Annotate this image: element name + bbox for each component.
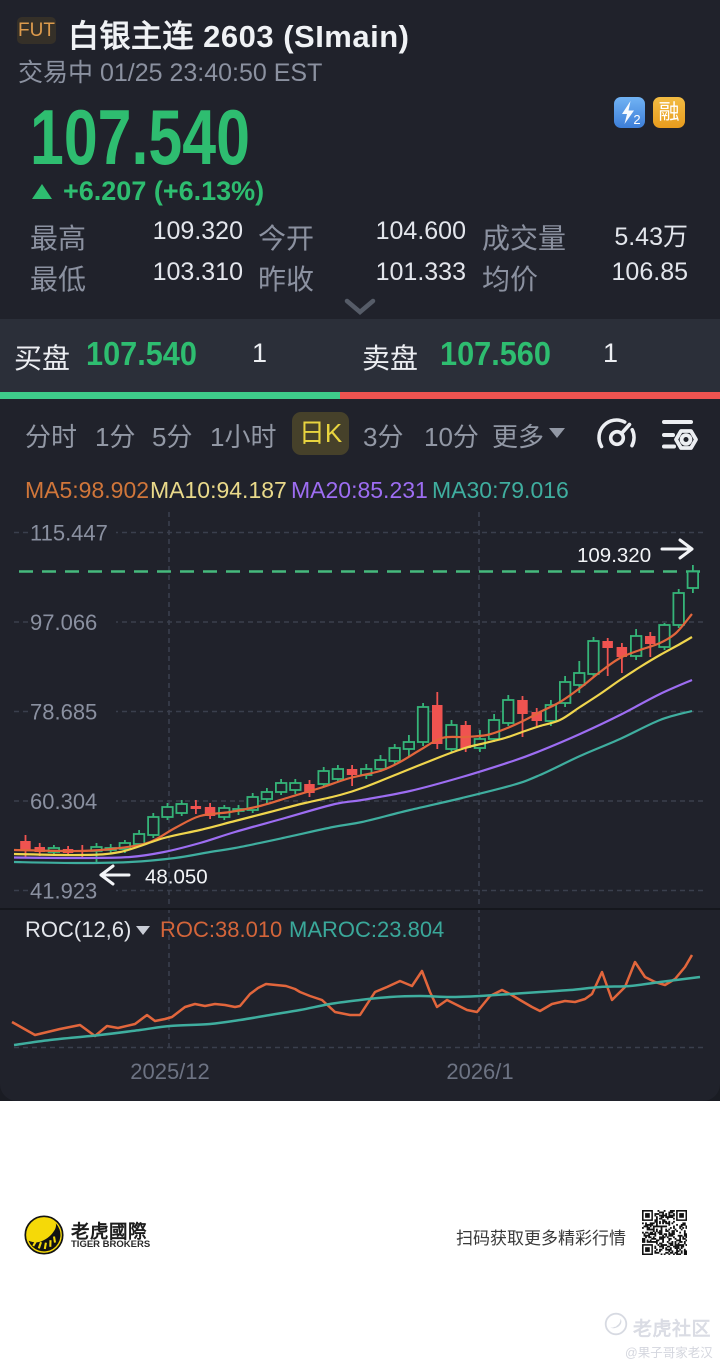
- svg-text:60.304: 60.304: [30, 789, 97, 814]
- svg-text:78.685: 78.685: [30, 700, 97, 725]
- svg-text:109.320: 109.320: [577, 544, 651, 567]
- svg-text:2026/1: 2026/1: [446, 1059, 513, 1084]
- svg-text:2025/12: 2025/12: [130, 1059, 210, 1084]
- svg-text:ROC(12,6): ROC(12,6): [25, 917, 131, 942]
- svg-text:48.050: 48.050: [145, 866, 208, 889]
- svg-text:97.066: 97.066: [30, 610, 97, 635]
- svg-text:ROC:38.010: ROC:38.010: [160, 917, 282, 942]
- svg-text:115.447: 115.447: [30, 521, 108, 546]
- svg-text:2: 2: [633, 112, 640, 127]
- svg-text:41.923: 41.923: [30, 879, 97, 904]
- svg-text:MAROC:23.804: MAROC:23.804: [289, 917, 444, 942]
